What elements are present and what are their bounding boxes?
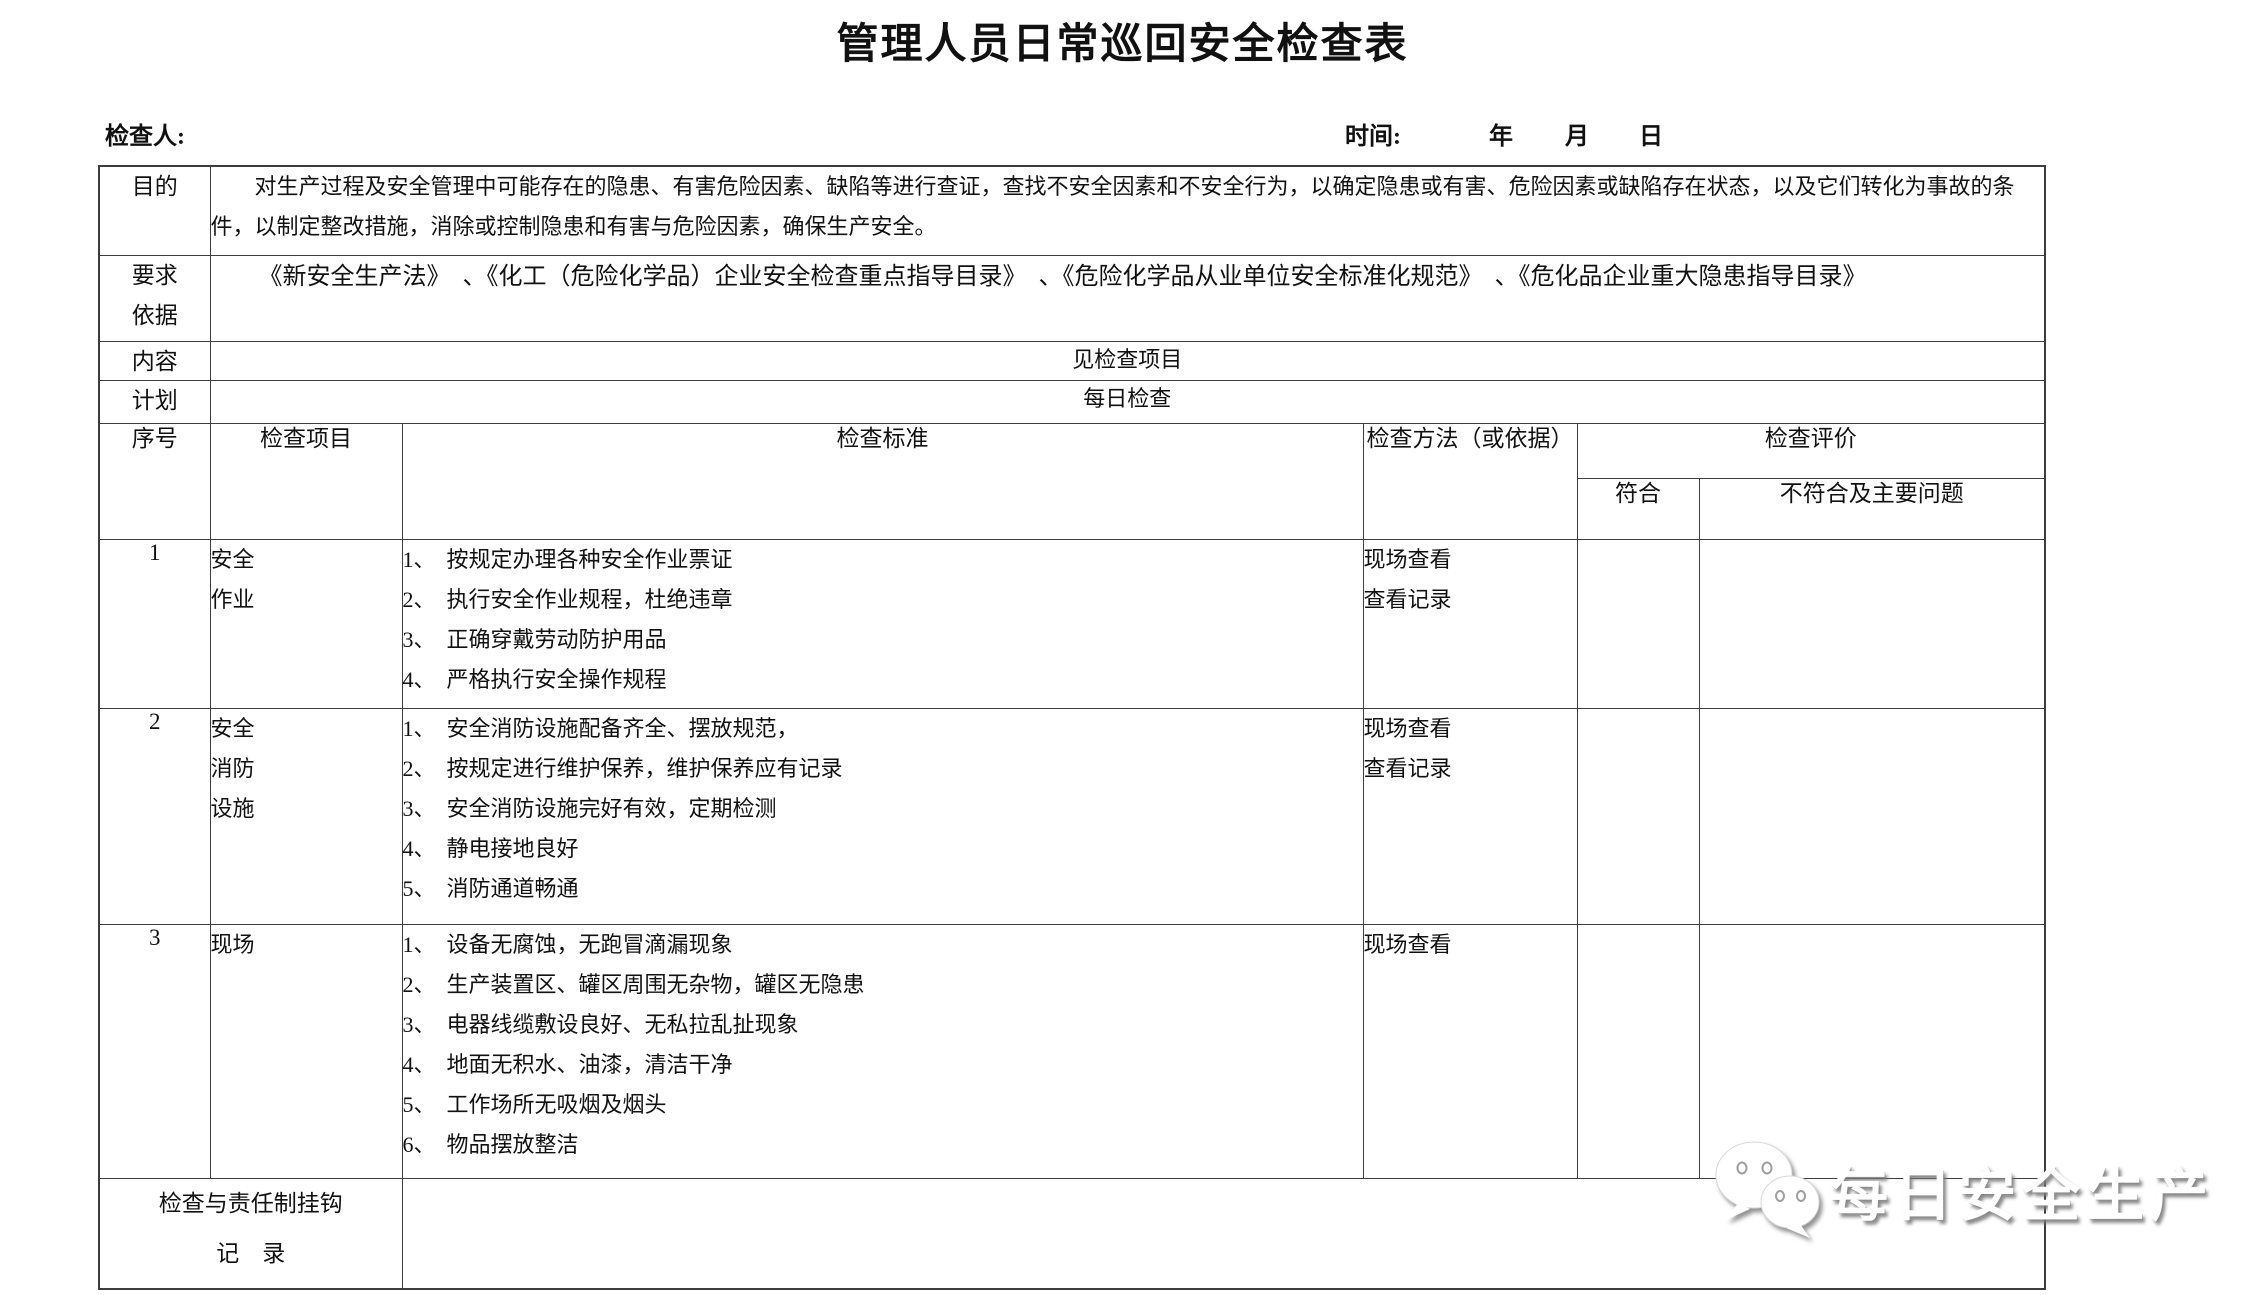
- header-item: 检查项目: [209, 423, 403, 540]
- basis-label-line: 依据: [131, 303, 178, 328]
- inspector-label: 检查人:: [105, 124, 185, 150]
- basis-cell: 《新安全生产法》 、《化工（危险化学品）企业安全检查重点指导目录》 、《危险化学…: [209, 255, 2046, 342]
- content-row: 内容 见检查项目: [98, 341, 2046, 381]
- row-method: 现场查看 查看记录: [1362, 708, 1578, 925]
- purpose-row: 目的 对生产过程及安全管理中可能存在的隐患、有害危险因素、缺陷等进行查证，查找不…: [98, 165, 2046, 256]
- time-group: 时间: 年 月 日: [1345, 116, 1663, 151]
- header-evaluation: 检查评价: [1576, 423, 2046, 479]
- purpose-cell: 对生产过程及安全管理中可能存在的隐患、有害危险因素、缺陷等进行查证，查找不安全因…: [209, 165, 2046, 256]
- row-seq: 2: [98, 708, 211, 925]
- row-item: 现场: [209, 924, 403, 1179]
- time-label: 时间:: [1345, 124, 1401, 150]
- meta-row: 检查人: 时间: 年 月 日: [0, 116, 2245, 152]
- row-method: 现场查看: [1362, 924, 1578, 1179]
- standard-item: 3、 安全消防设施完好有效，定期检测: [402, 796, 777, 821]
- row-conform-cell: [1576, 924, 1700, 1179]
- standard-item: 4、 严格执行安全操作规程: [402, 667, 667, 692]
- table-row: 2 安全 消防 设施 1、 安全消防设施配备齐全、摆放规范， 2、 按规定进行维…: [98, 708, 2046, 925]
- header-seq: 序号: [98, 423, 211, 540]
- row-item: 安全 作业: [209, 539, 403, 709]
- method-line: 查看记录: [1363, 587, 1452, 612]
- standard-item: 3、 电器线缆敷设良好、无私拉乱扯现象: [402, 1012, 799, 1037]
- footer-label-line: 记 录: [216, 1241, 286, 1266]
- row-standards: 1、 安全消防设施配备齐全、摆放规范， 2、 按规定进行维护保养，维护保养应有记…: [401, 708, 1364, 925]
- content-text: 见检查项目: [209, 341, 2046, 381]
- row-standards: 1、 按规定办理各种安全作业票证 2、 执行安全作业规程，杜绝违章 3、 正确穿…: [401, 539, 1364, 709]
- basis-label-line: 要求: [131, 263, 178, 288]
- item-line: 安全: [210, 547, 255, 572]
- inspection-table: 目的 对生产过程及安全管理中可能存在的隐患、有害危险因素、缺陷等进行查证，查找不…: [98, 165, 2047, 1290]
- standard-item: 4、 地面无积水、油漆，清洁干净: [402, 1052, 733, 1077]
- row-nonconform-cell: [1698, 708, 2046, 925]
- basis-label: 要求 依据: [98, 255, 211, 342]
- content-label: 内容: [98, 341, 211, 381]
- standard-item: 2、 生产装置区、罐区周围无杂物，罐区无隐患: [402, 972, 865, 997]
- purpose-text: 对生产过程及安全管理中可能存在的隐患、有害危险因素、缺陷等进行查证，查找不安全因…: [210, 174, 2015, 239]
- footer-label: 检查与责任制挂钩 记 录: [98, 1178, 403, 1290]
- footer-content: [401, 1178, 2046, 1290]
- method-line: 查看记录: [1363, 756, 1452, 781]
- row-conform-cell: [1576, 539, 1700, 709]
- standard-item: 2、 按规定进行维护保养，维护保养应有记录: [402, 756, 843, 781]
- table-row: 1 安全 作业 1、 按规定办理各种安全作业票证 2、 执行安全作业规程，杜绝违…: [98, 539, 2046, 709]
- plan-text: 每日检查: [209, 380, 2046, 424]
- standard-item: 5、 消防通道畅通: [402, 876, 579, 901]
- header-method: 检查方法（或依据）: [1362, 423, 1578, 540]
- table-row: 3 现场 1、 设备无腐蚀，无跑冒滴漏现象 2、 生产装置区、罐区周围无杂物，罐…: [98, 924, 2046, 1179]
- year-label: 年: [1489, 124, 1513, 150]
- item-line: 安全: [210, 716, 255, 741]
- standard-item: 1、 按规定办理各种安全作业票证: [402, 547, 733, 572]
- row-nonconform-cell: [1698, 924, 2046, 1179]
- standard-item: 4、 静电接地良好: [402, 836, 579, 861]
- standard-item: 1、 安全消防设施配备齐全、摆放规范，: [402, 716, 799, 741]
- row-item: 安全 消防 设施: [209, 708, 403, 925]
- header-standard: 检查标准: [401, 423, 1364, 540]
- header-conform: 符合: [1576, 478, 1700, 540]
- row-method: 现场查看 查看记录: [1362, 539, 1578, 709]
- header-nonconform: 不符合及主要问题: [1698, 478, 2046, 540]
- row-standards: 1、 设备无腐蚀，无跑冒滴漏现象 2、 生产装置区、罐区周围无杂物，罐区无隐患 …: [401, 924, 1364, 1179]
- method-line: 现场查看: [1363, 547, 1452, 572]
- day-label: 日: [1639, 124, 1663, 150]
- method-line: 现场查看: [1363, 716, 1452, 741]
- row-nonconform-cell: [1698, 539, 2046, 709]
- row-seq: 1: [98, 539, 211, 709]
- standard-item: 3、 正确穿戴劳动防护用品: [402, 627, 667, 652]
- plan-row: 计划 每日检查: [98, 380, 2046, 424]
- table-header-row-1: 序号 检查项目 检查标准 检查方法（或依据） 检查评价: [98, 423, 2046, 540]
- basis-row: 要求 依据 《新安全生产法》 、《化工（危险化学品）企业安全检查重点指导目录》 …: [98, 255, 2046, 342]
- basis-text: 《新安全生产法》 、《化工（危险化学品）企业安全检查重点指导目录》 、《危险化学…: [258, 264, 1867, 290]
- footer-row: 检查与责任制挂钩 记 录: [98, 1178, 2046, 1290]
- purpose-label: 目的: [98, 165, 211, 256]
- item-line: 设施: [210, 796, 255, 821]
- plan-label: 计划: [98, 380, 211, 424]
- row-conform-cell: [1576, 708, 1700, 925]
- table-header-row-2: 符合 不符合及主要问题: [99, 478, 2046, 540]
- month-label: 月: [1565, 124, 1589, 150]
- row-seq: 3: [98, 924, 211, 1179]
- item-line: 现场: [210, 932, 255, 957]
- footer-label-line: 检查与责任制挂钩: [158, 1191, 343, 1216]
- item-line: 消防: [210, 756, 255, 781]
- method-line: 现场查看: [1363, 932, 1452, 957]
- standard-item: 5、 工作场所无吸烟及烟头: [402, 1092, 667, 1117]
- standard-item: 2、 执行安全作业规程，杜绝违章: [402, 587, 733, 612]
- page-title: 管理人员日常巡回安全检查表: [836, 22, 1409, 68]
- standard-item: 1、 设备无腐蚀，无跑冒滴漏现象: [402, 932, 733, 957]
- standard-item: 6、 物品摆放整洁: [402, 1132, 579, 1157]
- item-line: 作业: [210, 587, 255, 612]
